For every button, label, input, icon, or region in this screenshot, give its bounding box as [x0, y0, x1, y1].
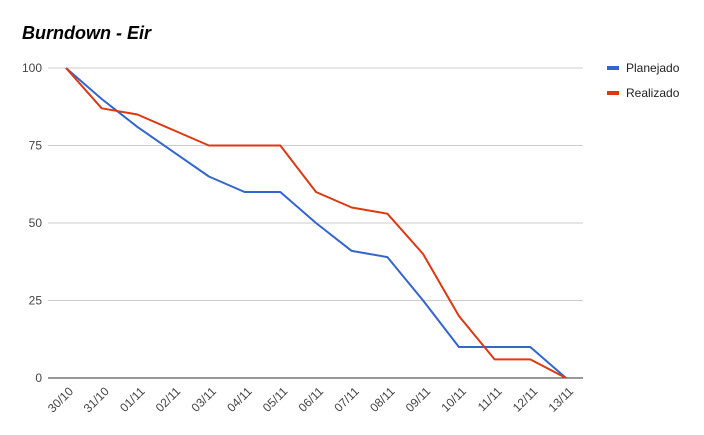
chart-title: Burndown - Eir	[22, 23, 151, 43]
y-tick-label: 75	[29, 139, 43, 153]
x-tick-label: 31/10	[81, 384, 112, 415]
legend-label-realizado[interactable]: Realizado	[626, 86, 680, 100]
y-tick-label: 25	[29, 294, 43, 308]
x-tick-label: 09/11	[403, 384, 434, 415]
y-axis-ticks: 0 25 50 75 100	[22, 61, 42, 385]
x-tick-label: 04/11	[224, 384, 255, 415]
x-tick-label: 10/11	[438, 384, 469, 415]
y-tick-label: 50	[29, 216, 43, 230]
x-tick-label: 11/11	[475, 384, 505, 414]
x-tick-label: 06/11	[296, 384, 327, 415]
series-lines	[65, 67, 567, 379]
y-tick-label: 0	[35, 371, 42, 385]
legend-swatch	[607, 91, 619, 95]
x-tick-label: 30/10	[45, 384, 76, 415]
x-axis-ticks: 30/10 31/10 01/11 02/11 03/11 04/11 05/11 06/11…	[45, 384, 576, 415]
x-tick-label: 02/11	[153, 384, 184, 415]
x-tick-label: 07/11	[331, 384, 362, 415]
y-tick-label: 100	[22, 61, 42, 75]
x-tick-label: 12/11	[510, 384, 541, 415]
x-tick-label: 01/11	[117, 384, 148, 415]
legend-label-planejado[interactable]: Planejado	[626, 61, 680, 75]
x-tick-label: 08/11	[367, 384, 398, 415]
series-line-planejado[interactable]	[65, 67, 567, 379]
x-tick-label: 05/11	[260, 384, 291, 415]
legend[interactable]: Planejado Realizado	[607, 61, 680, 100]
legend-swatch	[607, 66, 619, 70]
x-tick-label: 13/11	[546, 384, 577, 415]
x-tick-label: 03/11	[188, 384, 219, 415]
series-line-realizado[interactable]	[65, 67, 567, 379]
